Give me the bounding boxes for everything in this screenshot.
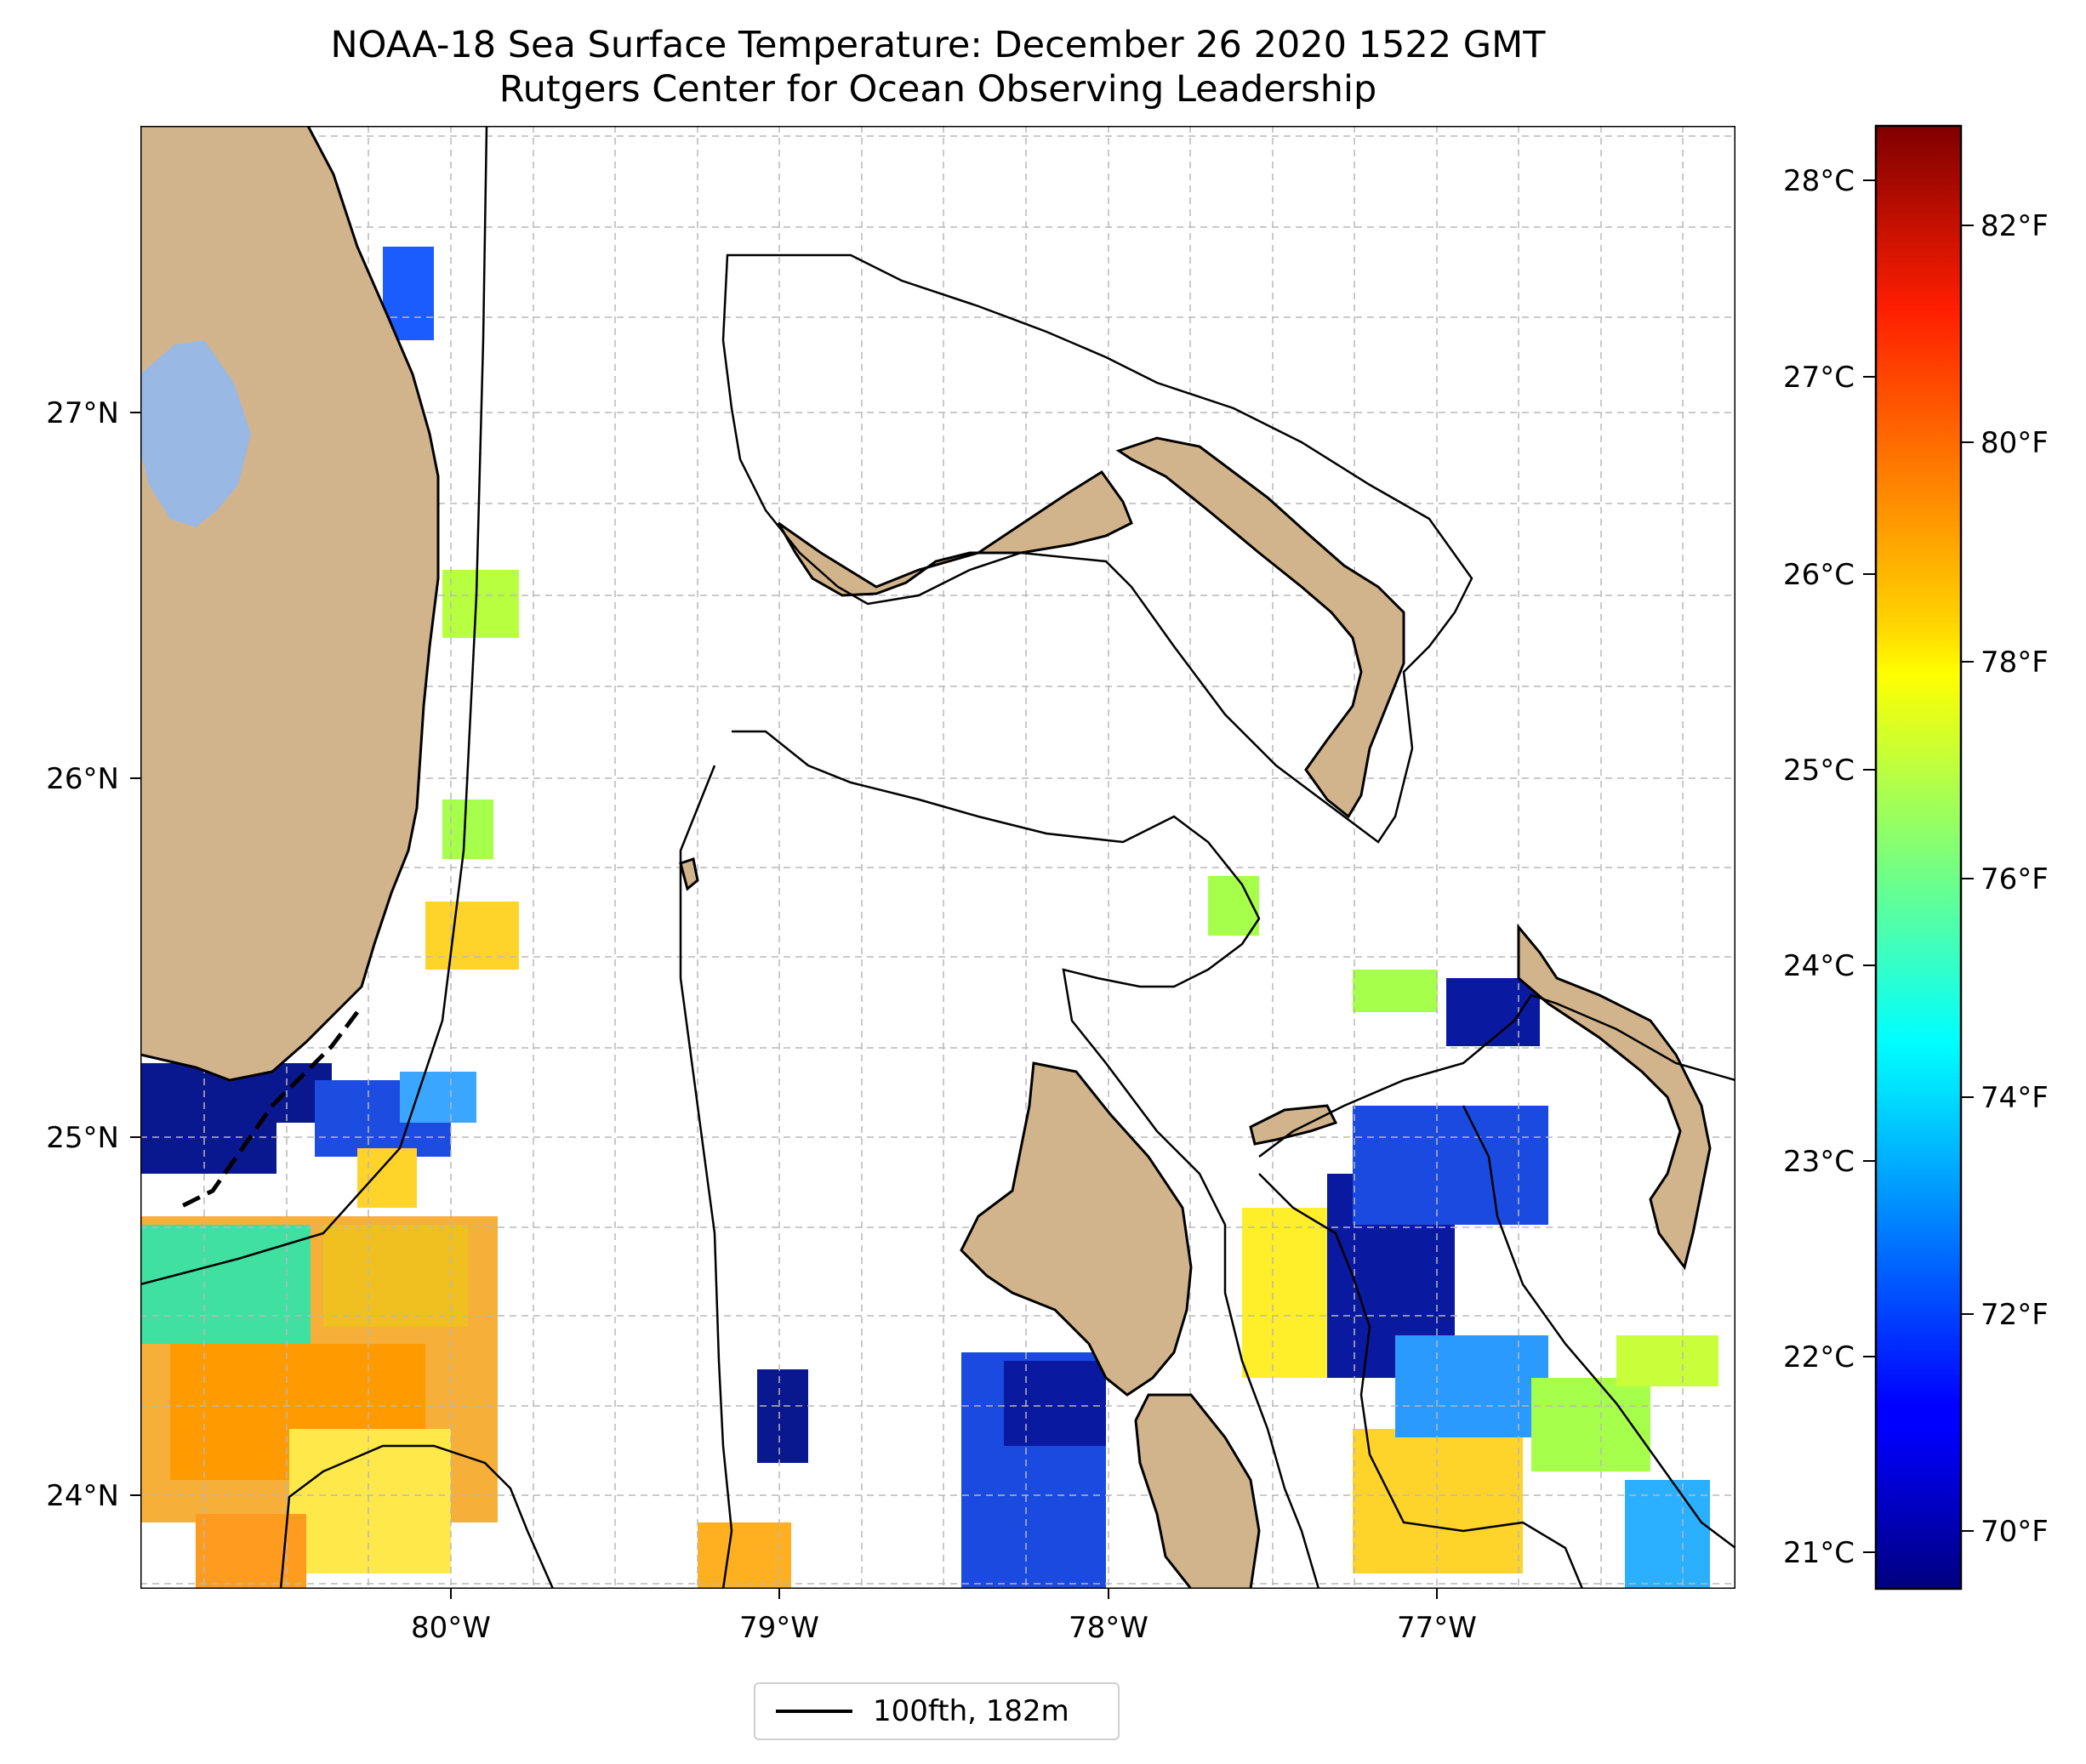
- south-andros-island: [1134, 1393, 1261, 1589]
- bathymetry-contours-100fth: [140, 126, 1735, 1589]
- lake-okeechobee: [140, 340, 251, 527]
- celsius-tick: 21°C: [1783, 1536, 1855, 1570]
- fahrenheit-tick: 74°F: [1981, 1081, 2049, 1115]
- x-tick-label: 80°W: [411, 1611, 491, 1645]
- celsius-tick: 24°C: [1783, 949, 1855, 983]
- fahrenheit-tick: 82°F: [1981, 209, 2049, 243]
- fahrenheit-tick: 78°F: [1981, 646, 2049, 680]
- andros-island: [960, 1061, 1193, 1397]
- celsius-tick: 28°C: [1783, 164, 1855, 198]
- eleuthera-island: [1517, 923, 1712, 1271]
- fahrenheit-tick: 72°F: [1981, 1298, 2049, 1332]
- abaco-island: [1115, 436, 1405, 819]
- fahrenheit-tick: 76°F: [1981, 862, 2049, 896]
- colorbar-gradient: [1874, 124, 1963, 1590]
- legend-label: 100fth, 182m: [873, 1694, 1069, 1728]
- map-title: NOAA-18 Sea Surface Temperature: Decembe…: [330, 24, 1546, 66]
- contour-line-swatch: [776, 1710, 852, 1713]
- y-tick-label: 26°N: [46, 762, 119, 796]
- x-axis: 80°W 79°W 78°W 77°W: [411, 1589, 1477, 1645]
- x-tick-label: 77°W: [1397, 1611, 1477, 1645]
- y-tick-label: 24°N: [46, 1479, 119, 1513]
- florida-keys: [177, 1010, 359, 1210]
- colorbar: 28°C 27°C 26°C 25°C 24°C 23°C 22°C 21°C …: [1783, 124, 2049, 1590]
- berry-islands: [1249, 1104, 1338, 1146]
- y-tick-label: 25°N: [46, 1121, 119, 1155]
- fahrenheit-tick: 70°F: [1981, 1515, 2049, 1549]
- celsius-tick: 25°C: [1783, 754, 1855, 788]
- map-legend: 100fth, 182m: [754, 1682, 1120, 1740]
- x-tick-label: 78°W: [1069, 1611, 1148, 1645]
- celsius-tick: 27°C: [1783, 361, 1855, 395]
- map-subtitle: Rutgers Center for Ocean Observing Leade…: [499, 68, 1377, 111]
- celsius-tick: 23°C: [1783, 1145, 1855, 1179]
- y-tick-label: 27°N: [46, 396, 119, 430]
- celsius-tick: 22°C: [1783, 1340, 1855, 1374]
- map-canvas: [140, 126, 1735, 1589]
- fahrenheit-tick: 80°F: [1981, 426, 2049, 460]
- bimini-islands: [679, 857, 699, 891]
- celsius-tick: 26°C: [1783, 558, 1855, 592]
- y-axis: 24°N 25°N 26°N 27°N: [46, 396, 140, 1513]
- x-tick-label: 79°W: [739, 1611, 819, 1645]
